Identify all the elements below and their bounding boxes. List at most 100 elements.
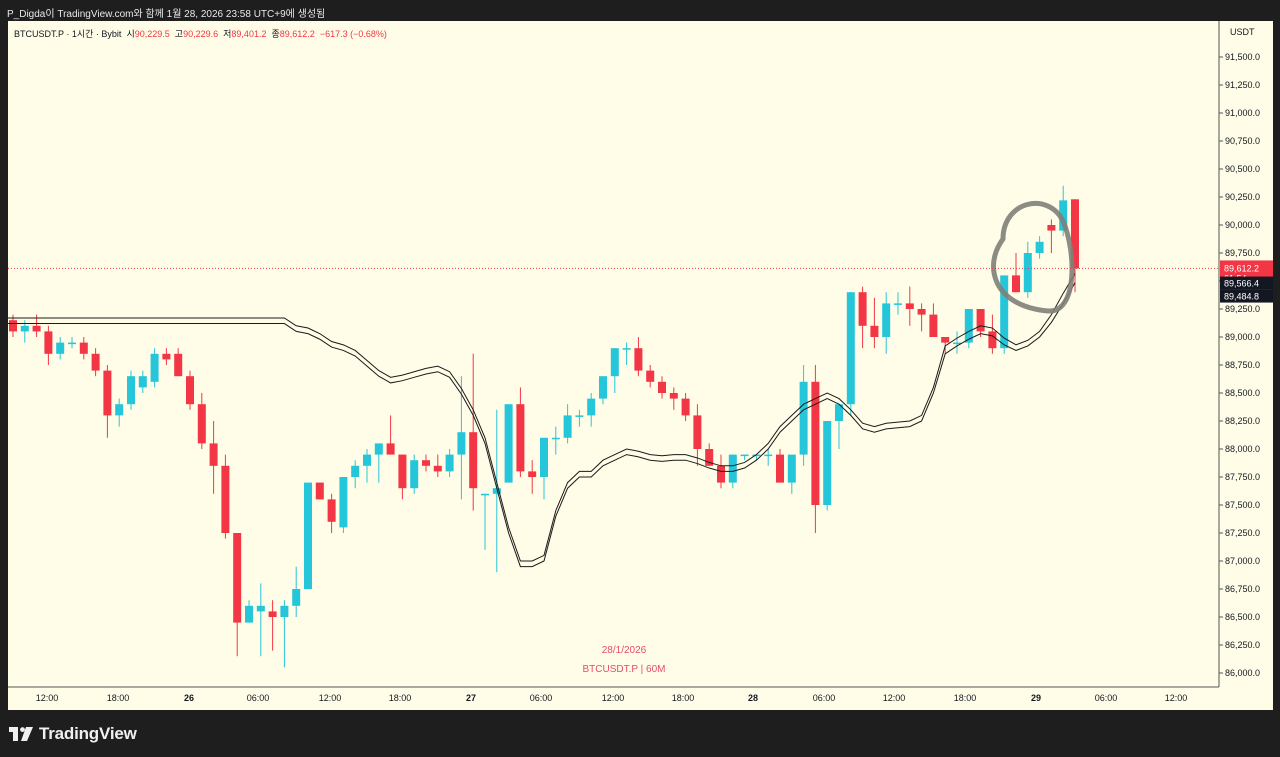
price-tick-label: 90,750.0 bbox=[1225, 136, 1260, 146]
candle-body bbox=[103, 370, 112, 416]
candle-body bbox=[599, 376, 607, 399]
tradingview-logo[interactable]: TradingView bbox=[9, 723, 137, 745]
time-tick-label: 06:00 bbox=[1095, 693, 1118, 703]
candle-body bbox=[197, 404, 206, 444]
moving-average-line bbox=[8, 282, 1076, 568]
high-value: 90,229.6 bbox=[183, 29, 219, 39]
candle-body bbox=[563, 415, 572, 438]
candle-body bbox=[304, 482, 312, 589]
price-tick-label: 88,500.0 bbox=[1225, 388, 1260, 398]
candle-body bbox=[327, 499, 336, 522]
symbol-header[interactable]: BTCUSDT.P · 1시간 · Bybit 시90,229.5 고90,22… bbox=[14, 27, 387, 40]
moving-average-layer bbox=[8, 273, 1076, 568]
ma2-badge bbox=[1220, 289, 1273, 303]
symbol-name[interactable]: BTCUSDT.P bbox=[14, 29, 64, 39]
candle-body bbox=[622, 348, 631, 350]
time-tick-label: 12:00 bbox=[36, 693, 59, 703]
candle-body bbox=[528, 471, 537, 477]
candle-body bbox=[693, 415, 702, 449]
time-tick-label: 26 bbox=[184, 693, 194, 703]
price-tick-label: 91,500.0 bbox=[1225, 52, 1260, 62]
price-tick-label: 87,250.0 bbox=[1225, 528, 1260, 538]
price-axis-bg bbox=[1219, 21, 1273, 710]
candles-layer bbox=[9, 185, 1079, 668]
time-axis-bg bbox=[8, 687, 1273, 710]
price-tick-label: 87,500.0 bbox=[1225, 500, 1260, 510]
candle-body bbox=[481, 493, 489, 496]
chart-area[interactable]: USDT 91,500.0 91,250.0 91,000.0 90,750.0 90,5… bbox=[8, 21, 1273, 710]
candle-body bbox=[221, 465, 230, 533]
time-tick-label: 18:00 bbox=[672, 693, 695, 703]
candle-body bbox=[233, 533, 242, 623]
moving-average-line bbox=[8, 273, 1076, 562]
chart-canvas[interactable]: USDT 91,500.0 91,250.0 91,000.0 90,750.0 90,5… bbox=[8, 21, 1273, 710]
sep: · bbox=[93, 29, 102, 39]
open-value: 90,229.5 bbox=[134, 29, 170, 39]
price-tick-label: 91,250.0 bbox=[1225, 80, 1260, 90]
candle-body bbox=[363, 454, 371, 466]
ma1-badge bbox=[1220, 276, 1273, 290]
close-value: 89,612.2 bbox=[279, 29, 315, 39]
interval[interactable]: 1시간 bbox=[71, 29, 94, 39]
brand-name: TradingView bbox=[39, 724, 137, 743]
candle-body bbox=[799, 381, 808, 455]
candle-body bbox=[905, 303, 914, 309]
price-tick-label: 89,250.0 bbox=[1225, 304, 1260, 314]
candle-body bbox=[245, 605, 253, 623]
candle-body bbox=[858, 292, 867, 326]
watermark-symbol: BTCUSDT.P | 60M bbox=[582, 664, 666, 675]
price-tick-label: 88,250.0 bbox=[1225, 416, 1260, 426]
candle-body bbox=[976, 309, 985, 332]
candle-body bbox=[32, 325, 41, 332]
candle-body bbox=[398, 454, 407, 489]
time-tick-label: 12:00 bbox=[883, 693, 906, 703]
candle-body bbox=[1047, 225, 1056, 231]
candle-body bbox=[422, 460, 430, 466]
candle-body bbox=[91, 353, 100, 371]
candle-body bbox=[964, 309, 973, 343]
price-tick-label: 91,000.0 bbox=[1225, 108, 1260, 118]
candle-body bbox=[9, 320, 17, 332]
close-label: 종 bbox=[271, 29, 280, 39]
candle-body bbox=[658, 381, 666, 393]
candle-body bbox=[445, 454, 454, 472]
price-tick-label: 86,500.0 bbox=[1225, 612, 1260, 622]
price-tick-label: 86,000.0 bbox=[1225, 668, 1260, 678]
candle-body bbox=[516, 404, 525, 472]
time-tick-label: 29 bbox=[1031, 693, 1041, 703]
annotation-layer bbox=[991, 201, 1075, 314]
candle-body bbox=[186, 376, 194, 405]
candle-body bbox=[811, 381, 820, 505]
candle-body bbox=[1012, 275, 1020, 293]
candle-body bbox=[68, 342, 76, 345]
candle-body bbox=[374, 443, 383, 455]
candle-body bbox=[752, 454, 761, 457]
candle-body bbox=[174, 353, 183, 377]
candle-body bbox=[634, 348, 643, 371]
time-tick-label: 18:00 bbox=[107, 693, 130, 703]
candle-body bbox=[79, 342, 88, 354]
price-tick-label: 86,750.0 bbox=[1225, 584, 1260, 594]
current-price-label: 89,612.2 bbox=[1224, 263, 1259, 273]
change-value: −617.3 (−0.68%) bbox=[319, 29, 387, 39]
chart-caption: P_Digda이 TradingView.com와 함께 1월 28, 2026… bbox=[7, 9, 326, 20]
candle-body bbox=[929, 314, 938, 337]
time-tick-label: 06:00 bbox=[530, 693, 553, 703]
ma2-label: 89,484.8 bbox=[1224, 292, 1259, 302]
candle-body bbox=[1035, 241, 1044, 253]
price-tick-label: 90,000.0 bbox=[1225, 220, 1260, 230]
candle-body bbox=[953, 342, 961, 345]
high-label: 고 bbox=[174, 29, 184, 39]
candle-body bbox=[776, 454, 784, 483]
candle-body bbox=[339, 477, 348, 528]
candle-body bbox=[894, 303, 902, 305]
exchange: Bybit bbox=[101, 29, 122, 39]
candle-body bbox=[705, 449, 714, 466]
candle-body bbox=[587, 398, 596, 416]
candle-body bbox=[162, 353, 171, 360]
candle-body bbox=[280, 605, 289, 617]
ma1-label: 89,566.4 bbox=[1224, 279, 1259, 289]
time-tick-label: 06:00 bbox=[247, 693, 270, 703]
candle-body bbox=[492, 488, 501, 494]
candle-body bbox=[669, 393, 678, 399]
